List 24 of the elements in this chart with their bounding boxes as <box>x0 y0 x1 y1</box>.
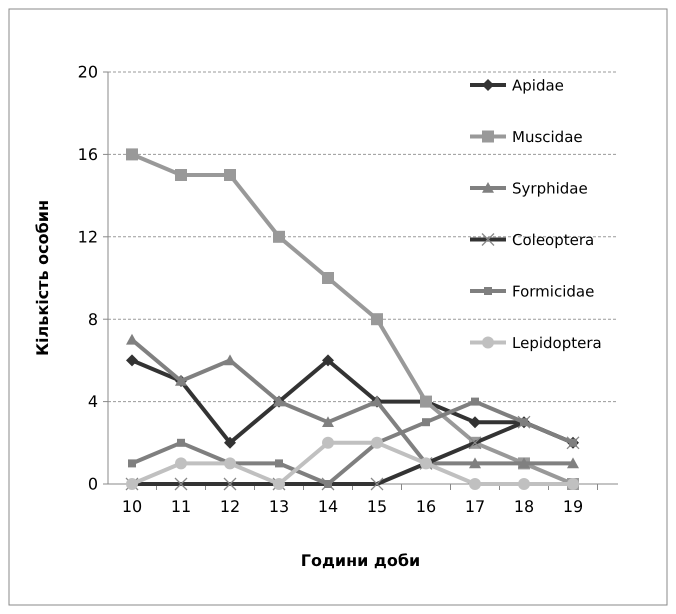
x-tick-label: 10 <box>122 497 142 516</box>
x-tick-label: 17 <box>464 497 486 516</box>
y-tick-label: 4 <box>88 392 98 412</box>
x-tick-label: 14 <box>318 497 338 516</box>
x-tick-label: 18 <box>514 497 534 516</box>
x-tick-label: 16 <box>416 497 436 516</box>
x-tick-label: 13 <box>268 497 290 516</box>
legend-label: Syrphidae <box>512 179 588 198</box>
y-axis-title: Кількість особин <box>33 200 52 356</box>
legend-label: Formicidae <box>512 282 594 300</box>
x-axis-title: Години доби <box>300 551 420 570</box>
legend-label: Coleoptera <box>512 230 594 249</box>
legend-label: Apidae <box>512 76 564 94</box>
y-tick-label: 8 <box>88 310 98 329</box>
x-tick-label: 15 <box>366 497 388 516</box>
x-tick-label: 12 <box>220 497 240 516</box>
y-tick-label: 20 <box>78 62 98 82</box>
y-tick-label: 0 <box>88 474 98 494</box>
y-tick-label: 16 <box>78 145 98 164</box>
legend-label: Muscidae <box>512 128 583 146</box>
legend-label: Lepidoptera <box>512 334 602 352</box>
x-tick-label: 19 <box>562 497 584 516</box>
x-tick-label: 11 <box>170 497 192 516</box>
y-tick-label: 12 <box>78 227 98 246</box>
